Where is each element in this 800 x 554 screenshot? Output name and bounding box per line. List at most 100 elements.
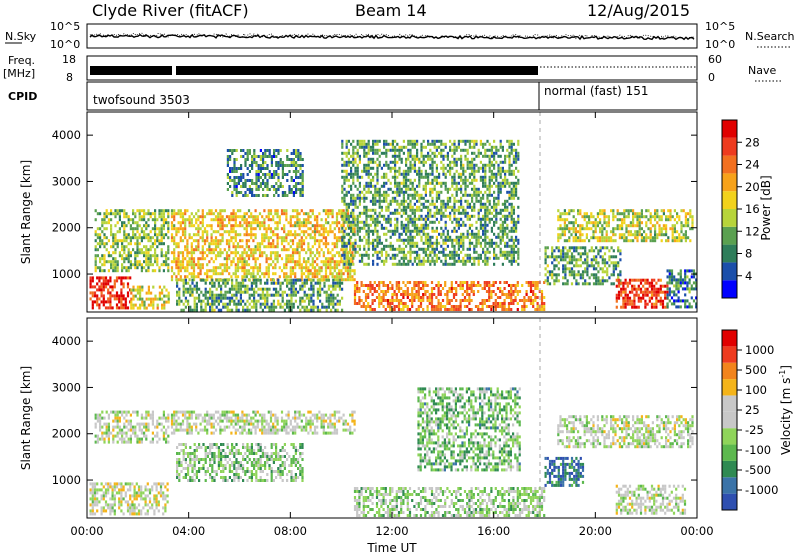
heatmap-cell: [111, 306, 114, 310]
heatmap-cell: [237, 179, 240, 182]
heatmap-cell: [299, 194, 302, 197]
heatmap-cell: [134, 263, 137, 267]
heatmap-cell: [211, 278, 214, 282]
heatmap-cell: [244, 191, 247, 194]
heatmap-cell: [481, 287, 484, 290]
heatmap-cell: [197, 239, 200, 243]
heatmap-cell: [298, 233, 301, 237]
heatmap-cell: [479, 190, 482, 194]
heatmap-cell: [305, 275, 308, 279]
heatmap-cell: [409, 181, 412, 185]
heatmap-cell: [179, 224, 182, 228]
heatmap-cell: [493, 202, 496, 206]
heatmap-cell: [374, 202, 377, 206]
heatmap-cell: [121, 248, 124, 252]
heatmap-cell: [240, 164, 243, 167]
heatmap-cell: [462, 163, 465, 167]
heatmap-cell: [320, 248, 323, 252]
heatmap-cell: [372, 214, 375, 218]
heatmap-cell: [405, 175, 408, 179]
heatmap-cell: [136, 209, 139, 213]
heatmap-cell: [515, 160, 518, 164]
heatmap-cell: [416, 250, 419, 254]
heatmap-cell: [400, 199, 403, 203]
heatmap-cell: [228, 266, 231, 270]
heatmap-cell: [365, 163, 368, 167]
heatmap-cell: [354, 205, 357, 209]
heatmap-cell: [540, 302, 544, 305]
heatmap-cell: [114, 266, 117, 270]
heatmap-cell: [473, 244, 476, 248]
heatmap-cell: [413, 287, 416, 290]
heatmap-cell: [233, 182, 236, 185]
heatmap-cell: [466, 229, 469, 233]
heatmap-cell: [427, 244, 430, 248]
heatmap-cell: [247, 221, 251, 225]
heatmap-cell: [316, 281, 319, 285]
heatmap-cell: [442, 232, 445, 236]
heatmap-cell: [420, 238, 423, 242]
heatmap-cell: [394, 151, 397, 155]
heatmap-cell: [486, 256, 489, 260]
heatmap-cell: [332, 281, 335, 285]
heatmap-cell: [510, 211, 513, 215]
heatmap-cell: [453, 151, 456, 155]
heatmap-cell: [419, 296, 423, 299]
heatmap-cell: [251, 179, 254, 182]
heatmap-cell: [512, 205, 515, 209]
heatmap-cell: [353, 269, 356, 273]
heatmap-cell: [402, 184, 405, 188]
heatmap-cell: [294, 221, 297, 225]
heatmap-cell: [365, 250, 368, 254]
heatmap-cell: [195, 245, 198, 249]
heatmap-cell: [413, 163, 416, 167]
heatmap-cell: [510, 172, 513, 176]
heatmap-cell: [228, 218, 231, 222]
heatmap-cell: [179, 269, 182, 273]
heatmap-cell: [365, 214, 368, 218]
heatmap-cell: [499, 235, 502, 239]
heatmap-cell: [201, 257, 204, 261]
heatmap-cell: [504, 241, 507, 245]
heatmap-cell: [435, 205, 438, 209]
heatmap-cell: [424, 226, 427, 230]
heatmap-cell: [338, 263, 341, 267]
heatmap-cell: [462, 181, 465, 185]
heatmap-cell: [363, 199, 366, 203]
heatmap-cell: [439, 308, 442, 311]
heatmap-cell: [460, 187, 463, 191]
heatmap-cell: [275, 182, 278, 185]
heatmap-cell: [188, 236, 191, 240]
heatmap-cell: [294, 299, 297, 303]
heatmap-cell: [383, 163, 386, 167]
heatmap-cell: [501, 235, 504, 239]
heatmap-cell: [147, 288, 150, 292]
heatmap-cell: [193, 287, 196, 291]
heatmap-cell: [468, 247, 471, 251]
heatmap-cell: [504, 205, 507, 209]
heatmap-cell: [460, 244, 463, 248]
heatmap-cell: [259, 182, 262, 185]
heatmap-cell: [247, 215, 251, 219]
heatmap-cell: [424, 238, 427, 242]
heatmap-cell: [320, 269, 323, 273]
heatmap-cell: [251, 194, 254, 197]
heatmap-cell: [122, 276, 125, 280]
heatmap-cell: [93, 291, 97, 295]
heatmap-cell: [517, 169, 520, 173]
heatmap-cell: [338, 230, 341, 234]
heatmap-cell: [261, 236, 264, 240]
heatmap-cell: [510, 290, 513, 293]
heatmap-cell: [138, 233, 141, 237]
heatmap-cell: [291, 251, 295, 255]
heatmap-cell: [170, 251, 174, 255]
heatmap-cell: [197, 242, 200, 246]
heatmap-cell: [245, 275, 248, 279]
heatmap-cell: [372, 253, 375, 257]
heatmap-cell: [327, 299, 330, 303]
heatmap-cell: [303, 284, 306, 288]
heatmap-cell: [297, 164, 300, 167]
heatmap-cell: [493, 232, 496, 236]
heatmap-cell: [464, 259, 467, 263]
heatmap-cell: [450, 305, 453, 308]
